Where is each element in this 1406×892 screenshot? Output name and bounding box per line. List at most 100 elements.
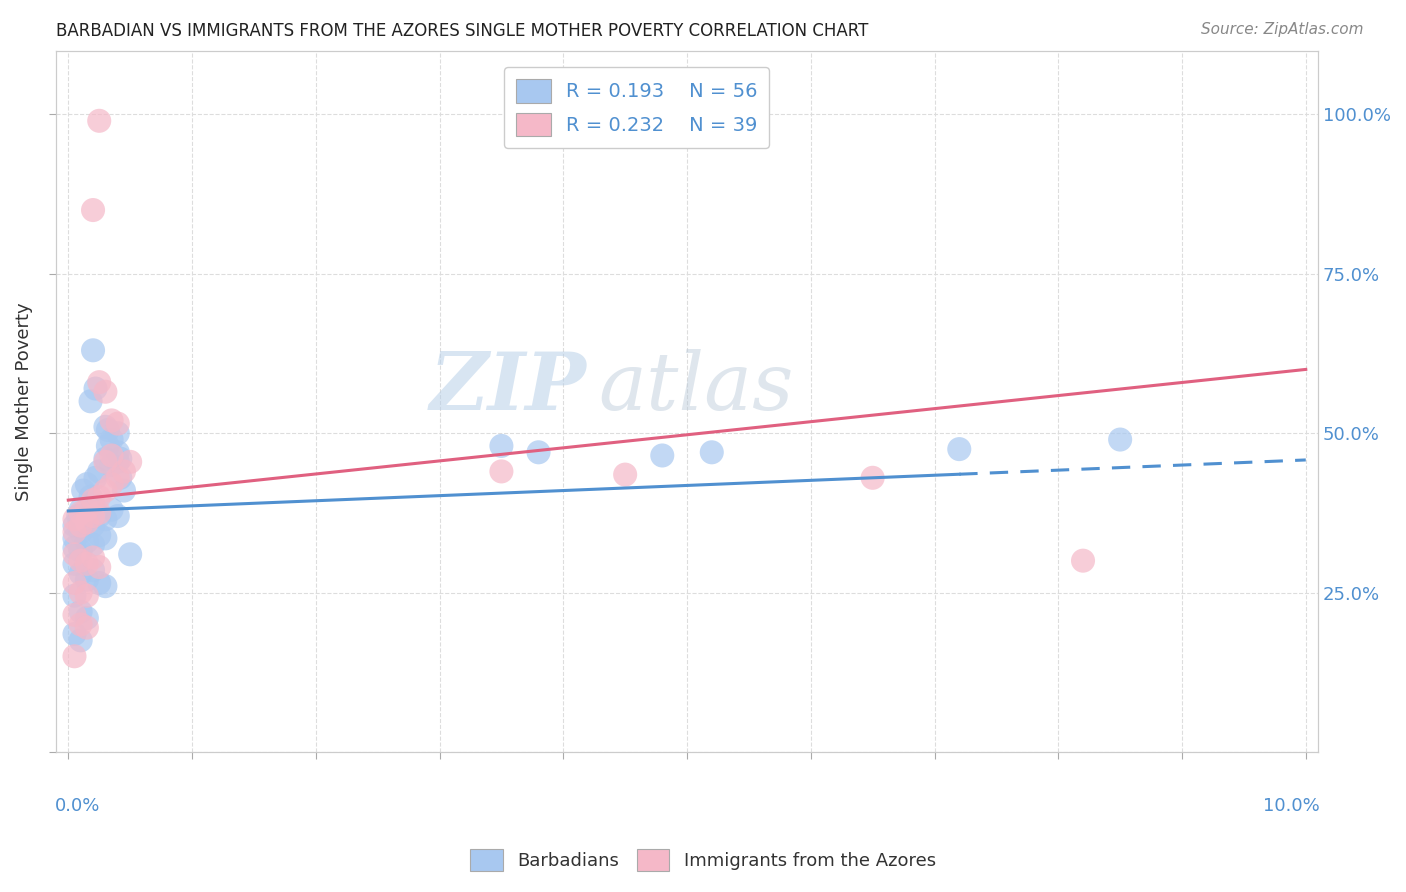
Point — [82, 550, 104, 565]
Point — [862, 471, 884, 485]
Point — [82, 509, 104, 524]
Point — [79, 490, 101, 504]
Point — [491, 439, 513, 453]
Point — [120, 547, 142, 561]
Point — [82, 563, 104, 577]
Point — [76, 534, 98, 549]
Point — [112, 464, 135, 478]
Point — [112, 483, 135, 498]
Point — [89, 560, 111, 574]
Point — [69, 506, 91, 520]
Point — [89, 509, 111, 524]
Point — [76, 516, 98, 530]
Point — [69, 605, 91, 619]
Text: atlas: atlas — [599, 349, 794, 426]
Point — [69, 502, 91, 516]
Point — [69, 518, 91, 533]
Point — [76, 589, 98, 603]
Point — [76, 573, 98, 587]
Text: 0.0%: 0.0% — [55, 797, 100, 815]
Point — [82, 493, 104, 508]
Point — [120, 455, 142, 469]
Point — [63, 547, 86, 561]
Text: 10.0%: 10.0% — [1263, 797, 1319, 815]
Point — [79, 394, 101, 409]
Point — [89, 375, 111, 389]
Point — [107, 417, 129, 431]
Point — [89, 113, 111, 128]
Point — [89, 506, 111, 520]
Point — [69, 544, 91, 558]
Point — [1071, 554, 1094, 568]
Point — [84, 471, 107, 485]
Point — [651, 449, 673, 463]
Point — [63, 532, 86, 546]
Point — [527, 445, 550, 459]
Point — [76, 516, 98, 530]
Point — [63, 557, 86, 571]
Text: BARBADIAN VS IMMIGRANTS FROM THE AZORES SINGLE MOTHER POVERTY CORRELATION CHART: BARBADIAN VS IMMIGRANTS FROM THE AZORES … — [56, 22, 869, 40]
Point — [72, 483, 94, 498]
Point — [69, 566, 91, 581]
Point — [700, 445, 723, 459]
Point — [89, 490, 111, 504]
Point — [76, 502, 98, 516]
Point — [94, 483, 117, 498]
Point — [97, 423, 120, 437]
Point — [63, 512, 86, 526]
Point — [107, 426, 129, 441]
Point — [89, 464, 111, 478]
Point — [491, 464, 513, 478]
Point — [94, 455, 117, 469]
Point — [82, 496, 104, 510]
Point — [1109, 433, 1132, 447]
Point — [76, 621, 98, 635]
Point — [107, 455, 129, 469]
Point — [82, 538, 104, 552]
Point — [63, 518, 86, 533]
Point — [614, 467, 637, 482]
Point — [63, 576, 86, 591]
Point — [63, 589, 86, 603]
Point — [67, 509, 90, 524]
Point — [89, 576, 111, 591]
Point — [69, 554, 91, 568]
Y-axis label: Single Mother Poverty: Single Mother Poverty — [15, 302, 32, 500]
Point — [100, 413, 122, 427]
Point — [69, 617, 91, 632]
Point — [94, 579, 117, 593]
Point — [110, 471, 132, 485]
Point — [76, 611, 98, 625]
Point — [69, 524, 91, 539]
Point — [63, 607, 86, 622]
Point — [94, 532, 117, 546]
Point — [82, 518, 104, 533]
Point — [107, 509, 129, 524]
Point — [82, 202, 104, 217]
Point — [100, 477, 122, 491]
Text: ZIP: ZIP — [429, 349, 586, 426]
Point — [100, 449, 122, 463]
Point — [63, 524, 86, 539]
Point — [63, 541, 86, 555]
Point — [89, 528, 111, 542]
Point — [63, 649, 86, 664]
Point — [107, 471, 129, 485]
Point — [94, 384, 117, 399]
Point — [94, 512, 117, 526]
Point — [94, 451, 117, 466]
Point — [63, 627, 86, 641]
Point — [100, 458, 122, 472]
Point — [100, 433, 122, 447]
Point — [69, 585, 91, 599]
Point — [110, 451, 132, 466]
Point — [948, 442, 970, 456]
Legend: R = 0.193    N = 56, R = 0.232    N = 39: R = 0.193 N = 56, R = 0.232 N = 39 — [503, 68, 769, 148]
Text: Source: ZipAtlas.com: Source: ZipAtlas.com — [1201, 22, 1364, 37]
Point — [76, 557, 98, 571]
Point — [107, 445, 129, 459]
Point — [82, 343, 104, 358]
Point — [97, 439, 120, 453]
Point — [100, 502, 122, 516]
Point — [94, 419, 117, 434]
